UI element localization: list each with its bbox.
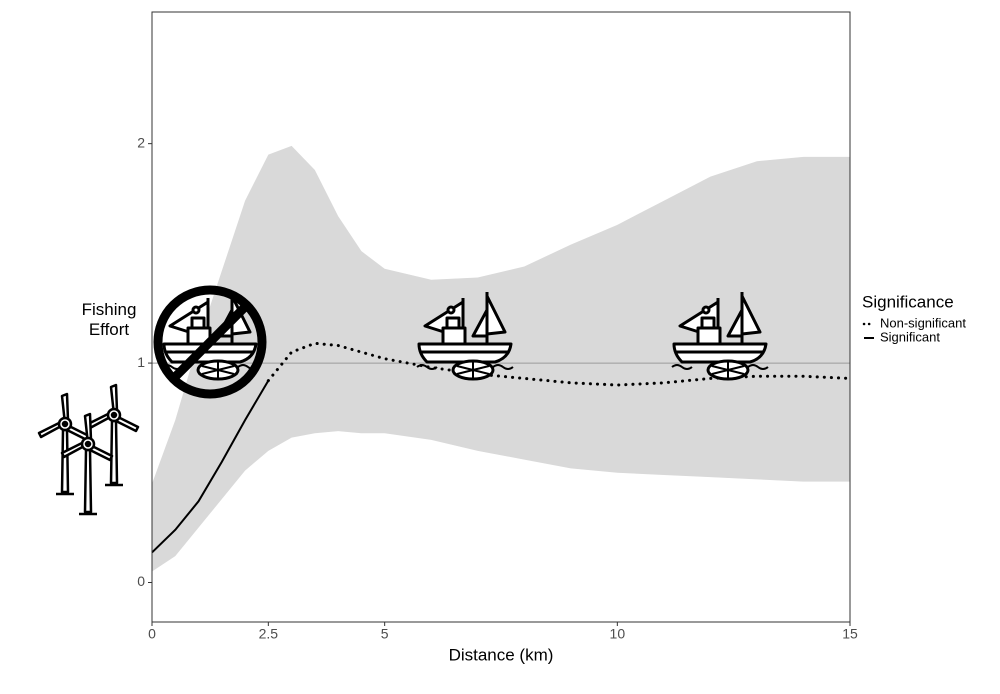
x-axis-title: Distance (km) — [449, 645, 554, 664]
prohibited-slash — [169, 301, 251, 383]
y-axis-title: Fishing Effort — [81, 300, 137, 339]
y-tick-label: 0 — [137, 573, 145, 589]
legend-label: Significant — [880, 329, 940, 344]
x-tick-label: 5 — [381, 626, 389, 642]
x-tick-label: 2.5 — [259, 626, 279, 642]
plot-border — [151, 11, 851, 623]
wind-turbine-icon — [86, 383, 140, 487]
y-tick-label: 1 — [137, 354, 145, 370]
x-tick-label: 0 — [148, 626, 156, 642]
series-line — [151, 380, 270, 554]
x-tick-label: 10 — [610, 626, 626, 642]
x-tick-label: 15 — [842, 626, 858, 642]
prohibited-sign — [153, 285, 267, 399]
icons — [37, 285, 770, 516]
legend-title: Significance — [862, 292, 954, 311]
y-tick-label: 2 — [137, 134, 145, 150]
legend-label: Non-significant — [880, 315, 966, 330]
